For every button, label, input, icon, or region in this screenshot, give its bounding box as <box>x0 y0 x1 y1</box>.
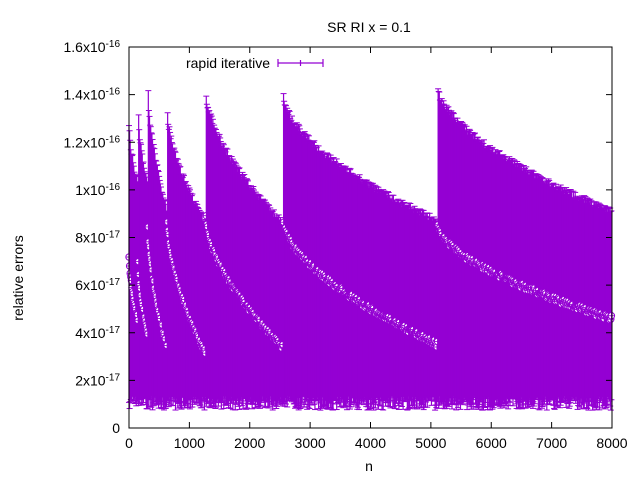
data-layer <box>126 89 615 410</box>
x-tick-label: 8000 <box>596 435 627 451</box>
y-tick-label: 1.4x10-16 <box>64 86 121 103</box>
data-point <box>608 313 614 319</box>
y-tick-label: 1.2x10-16 <box>64 134 121 151</box>
data-segment <box>435 89 615 410</box>
x-tick-label: 6000 <box>476 435 507 451</box>
y-tick-label: 2x10-17 <box>75 372 120 389</box>
y-tick-label: 0 <box>112 420 120 436</box>
x-axis-title: n <box>365 458 373 474</box>
y-tick-label: 8x10-17 <box>75 229 120 246</box>
chart-title: SR RI x = 0.1 <box>327 19 411 35</box>
y-axis-title: relative errors <box>10 235 26 321</box>
x-tick-label: 2000 <box>234 435 265 451</box>
legend-label: rapid iterative <box>186 55 270 71</box>
legend: rapid iterative <box>186 55 323 71</box>
x-tick-label: 1000 <box>174 435 205 451</box>
y-tick-label: 1.6x10-16 <box>64 39 121 56</box>
y-tick-label: 6x10-17 <box>75 277 120 294</box>
x-tick-label: 3000 <box>295 435 326 451</box>
data-segment <box>164 113 208 410</box>
y-tick-label: 4x10-17 <box>75 324 120 341</box>
y-tick-label: 1x10-16 <box>75 181 120 198</box>
x-tick-label: 4000 <box>355 435 386 451</box>
data-segment <box>203 96 286 410</box>
x-tick-label: 5000 <box>415 435 446 451</box>
x-tick-label: 0 <box>125 435 133 451</box>
data-segment <box>280 94 440 411</box>
data-segment <box>145 91 170 410</box>
x-tick-label: 7000 <box>536 435 567 451</box>
